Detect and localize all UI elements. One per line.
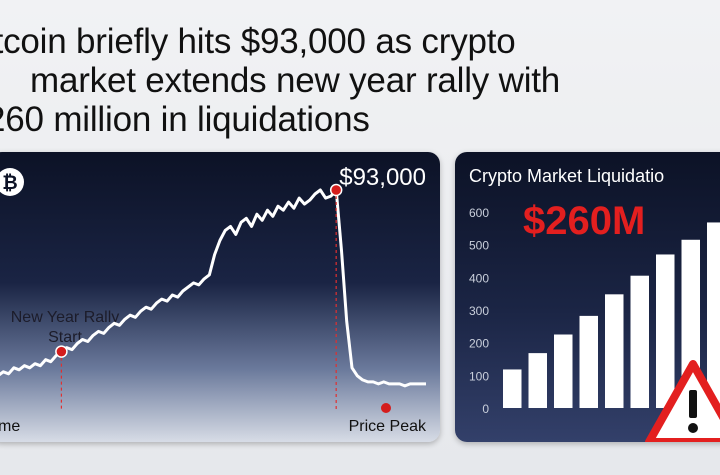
liquidation-bar bbox=[503, 369, 522, 408]
headline-line-2: market extends new year rally with bbox=[30, 61, 561, 100]
liquidation-bar bbox=[579, 315, 598, 408]
price-peak-axis-marker bbox=[381, 403, 391, 413]
price-peak-label: $93,000 bbox=[339, 164, 426, 191]
liquidation-bar bbox=[707, 222, 720, 408]
price-series-line bbox=[0, 188, 426, 388]
rally-start-annotation-line2: Start bbox=[48, 329, 82, 346]
liquidation-bar bbox=[656, 254, 675, 408]
y-tick-label: 500 bbox=[469, 239, 489, 253]
liquidation-total-value: $260M bbox=[523, 199, 645, 243]
warning-icon bbox=[645, 360, 720, 442]
y-tick-label: 300 bbox=[469, 304, 489, 318]
price-peak-marker bbox=[329, 183, 343, 197]
y-tick-label: 0 bbox=[482, 402, 489, 416]
liquidation-bar bbox=[630, 275, 649, 408]
rally-start-annotation-line1: New Year Rally bbox=[11, 309, 120, 326]
headline-line-3: 260 million in liquidations bbox=[0, 100, 370, 139]
y-tick-label: 100 bbox=[469, 369, 489, 383]
liquidation-bar bbox=[605, 294, 624, 408]
y-tick-label: 400 bbox=[469, 271, 489, 285]
liquidation-bar-chart: Crypto Market Liquidatio $260M 0 100 200 30… bbox=[469, 166, 720, 442]
liquidation-chart-panel: Crypto Market Liquidatio $260M 0 100 200 30… bbox=[455, 152, 720, 442]
x-axis-start-label: me bbox=[0, 418, 20, 435]
price-line-chart: ₿ $93,000 New Year Rally Start me Price … bbox=[0, 164, 427, 435]
liquidation-bar bbox=[528, 353, 547, 408]
headline: itcoin briefly hits $93,000 as crypto ma… bbox=[0, 22, 720, 139]
y-tick-label: 200 bbox=[469, 337, 489, 351]
liquidation-bar bbox=[554, 334, 573, 408]
svg-text:₿: ₿ bbox=[2, 173, 17, 194]
liquidation-chart-title: Crypto Market Liquidatio bbox=[469, 166, 664, 186]
rally-start-marker bbox=[55, 345, 68, 358]
x-axis-end-label: Price Peak bbox=[349, 418, 427, 435]
headline-line-1: itcoin briefly hits $93,000 as crypto bbox=[0, 22, 516, 61]
y-tick-label: 600 bbox=[469, 206, 489, 220]
bitcoin-icon: ₿ bbox=[0, 168, 24, 196]
price-chart-panel: ₿ $93,000 New Year Rally Start me Price … bbox=[0, 152, 440, 442]
